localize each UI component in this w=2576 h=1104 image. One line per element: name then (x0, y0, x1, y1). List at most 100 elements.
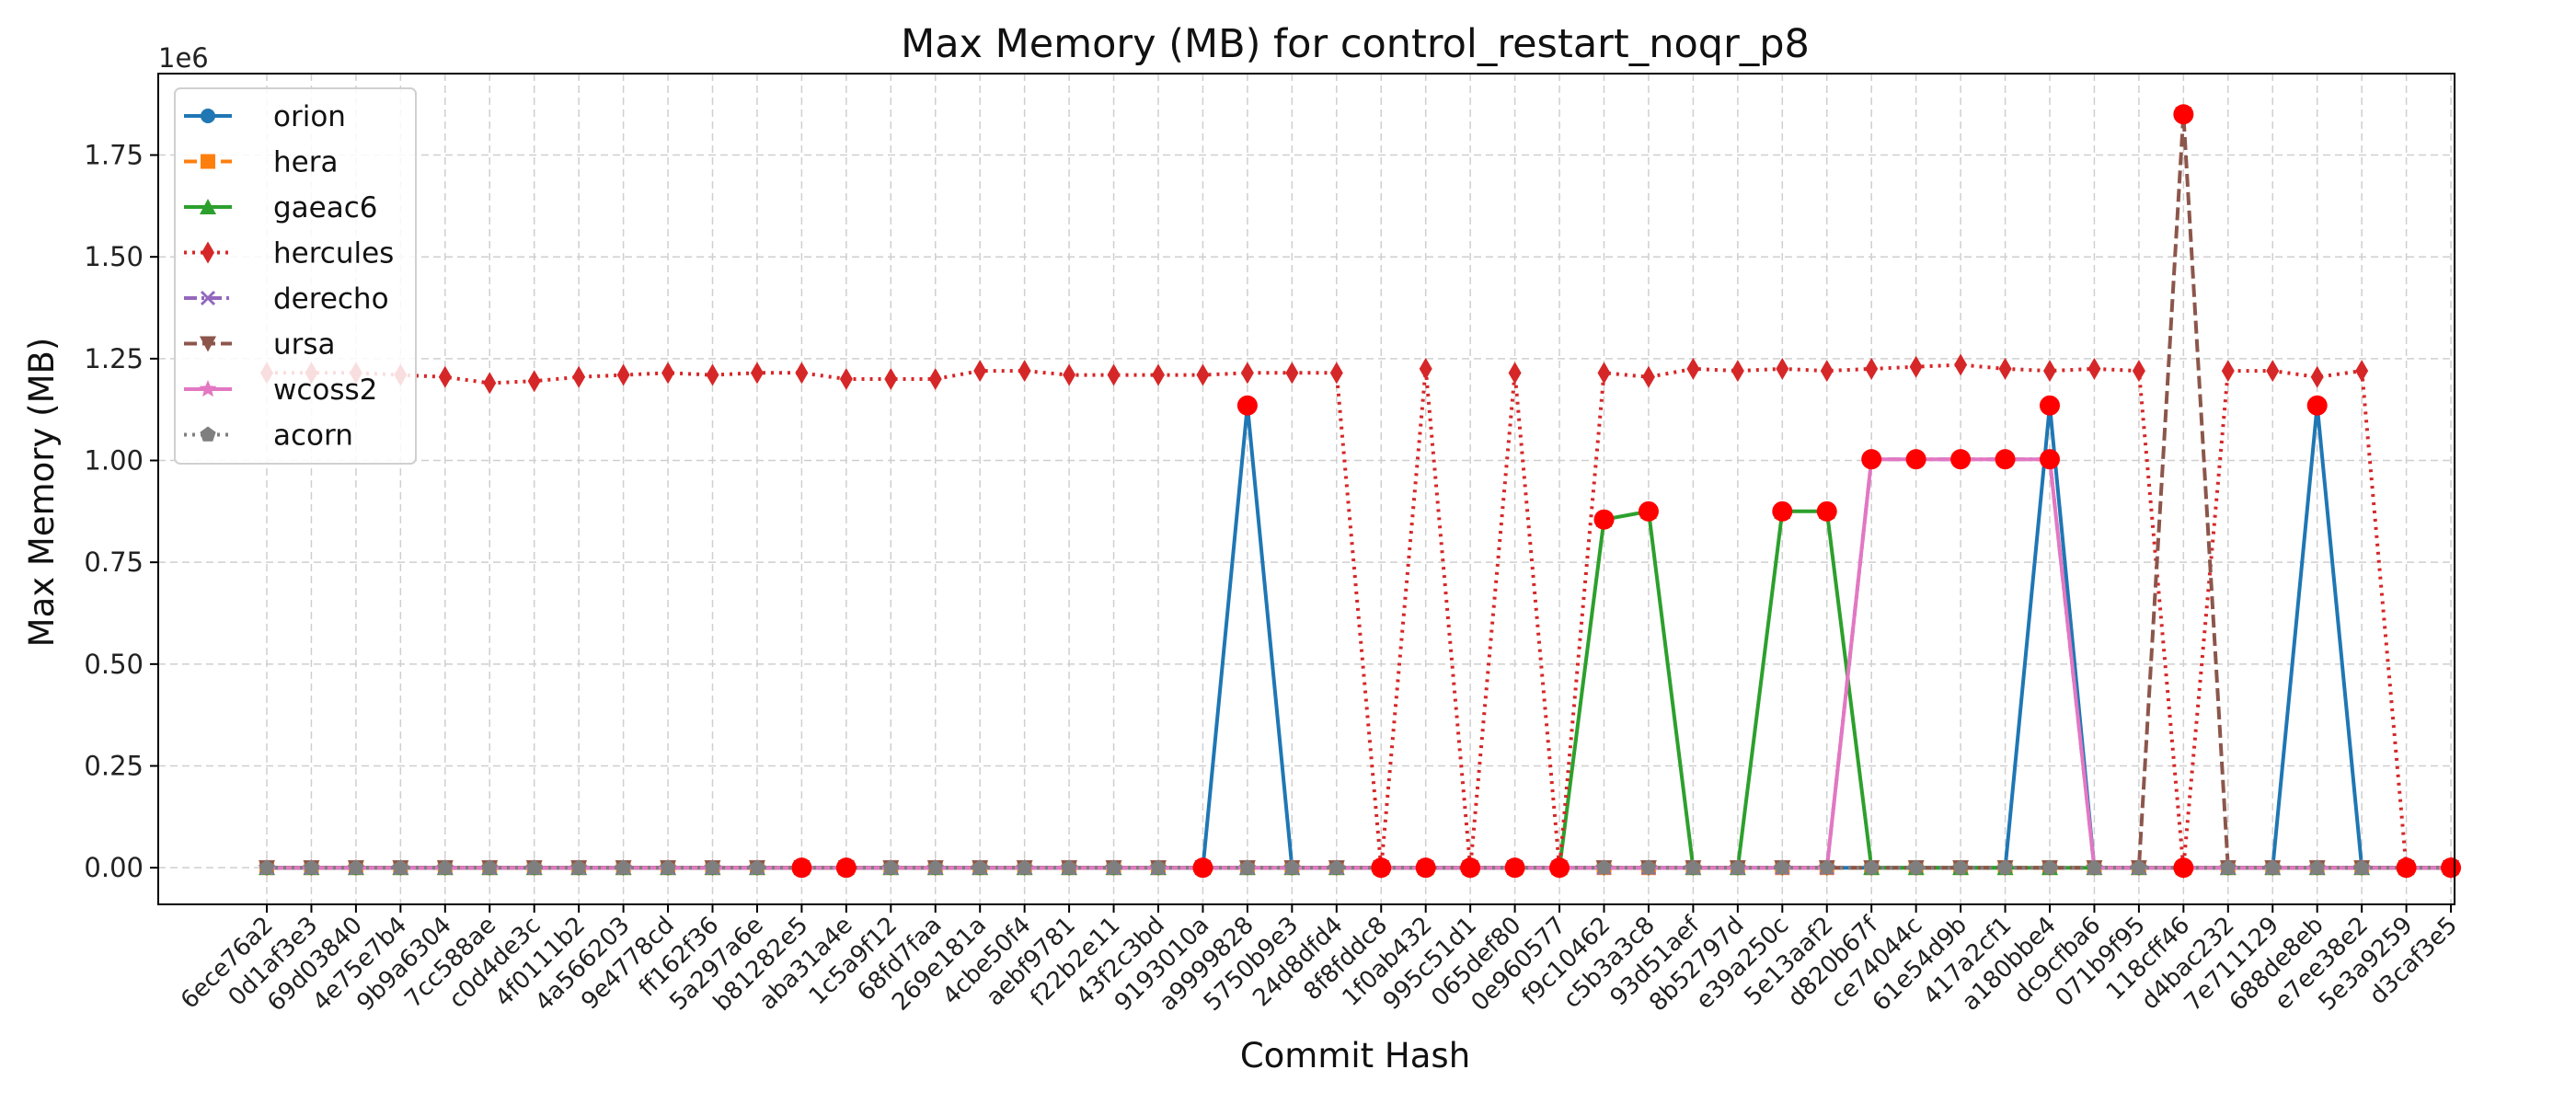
data-point-acorn (615, 859, 632, 875)
data-point-hercules (928, 367, 942, 390)
data-point-hercules (1285, 362, 1299, 385)
data-point-acorn (392, 859, 408, 875)
legend-marker (200, 336, 216, 352)
highlight-point (2306, 395, 2328, 416)
data-point-hercules (1240, 362, 1254, 385)
x-axis-title: Commit Hash (1240, 1036, 1470, 1075)
y-tick-label: 1.00 (84, 445, 144, 477)
highlight-point (1192, 857, 1213, 879)
legend-label: ursa (273, 328, 336, 362)
data-point-hercules (1597, 362, 1611, 385)
data-point-acorn (749, 859, 765, 875)
legend-box (174, 87, 417, 465)
legend-marker (201, 154, 215, 169)
data-point-hercules (795, 362, 809, 385)
data-point-acorn (2353, 859, 2370, 875)
highlight-point (2173, 104, 2194, 125)
data-point-acorn (972, 859, 988, 875)
highlight-point (1638, 500, 1659, 522)
data-point-hercules (1063, 363, 1076, 386)
data-point-hercules (750, 362, 764, 385)
data-point-acorn (2041, 859, 2058, 875)
legend-marker (200, 426, 216, 442)
data-point-acorn (1595, 859, 1613, 875)
data-point-acorn (882, 859, 899, 875)
data-point-hercules (572, 365, 586, 388)
legend-label: derecho (273, 282, 389, 316)
y-tick-label: 1.25 (84, 343, 144, 374)
legend-item-gaeac6: gaeac6 (184, 191, 378, 224)
highlight-point (1861, 449, 1882, 470)
data-point-acorn (1863, 859, 1880, 875)
highlight-point (1415, 857, 1436, 879)
data-point-hercules (1998, 357, 2012, 380)
y-ticks: 0.00 0.25 0.50 0.75 1.00 1.25 1.50 1.75 (84, 140, 158, 883)
legend-item-hera: hera (184, 146, 338, 179)
data-point-acorn (259, 859, 275, 875)
legend-marker (201, 241, 214, 264)
highlight-point (1995, 449, 2016, 470)
data-point-acorn (348, 859, 364, 875)
data-point-acorn (2086, 859, 2102, 875)
data-point-acorn (2264, 859, 2281, 875)
legend-item-acorn: acorn (184, 420, 353, 453)
data-point-acorn (1952, 859, 1969, 875)
data-point-hercules (1196, 363, 1210, 386)
highlight-point (1905, 449, 1926, 470)
highlight-point (791, 857, 812, 879)
highlight-point (1504, 857, 1525, 879)
highlight-point (2040, 449, 2060, 470)
highlight-point (1549, 857, 1570, 879)
legend-label: orion (273, 100, 346, 133)
data-point-acorn (1997, 859, 2014, 875)
data-point-hercules (1865, 357, 1879, 380)
highlight-point (1816, 500, 1837, 522)
highlight-point (2173, 857, 2194, 879)
data-point-hercules (1820, 360, 1834, 383)
data-point-acorn (1819, 859, 1835, 875)
legend: orion hera gaeac6 hercules derecho ursa wcoss2… (174, 87, 417, 465)
data-point-hercules (839, 367, 853, 390)
highlight-point (2040, 395, 2060, 416)
data-point-acorn (1061, 859, 1077, 875)
data-point-hercules (483, 372, 497, 395)
data-point-hercules (2355, 360, 2369, 383)
data-point-acorn (2309, 859, 2326, 875)
data-point-hercules (2266, 360, 2280, 383)
data-point-acorn (1640, 859, 1657, 875)
y-tick-label: 0.25 (84, 751, 144, 782)
highlight-point (1460, 857, 1481, 879)
data-point-hercules (2221, 360, 2235, 383)
data-point-acorn (481, 859, 498, 875)
legend-item-hercules: hercules (184, 237, 394, 270)
data-point-acorn (2220, 859, 2237, 875)
highlight-point (2441, 857, 2462, 879)
data-point-hercules (1419, 357, 1432, 380)
data-point-hercules (527, 370, 541, 393)
data-point-hercules (1641, 365, 1655, 388)
y-tick-label: 1.75 (84, 140, 144, 171)
data-point-hercules (661, 362, 675, 385)
highlight-point (1772, 500, 1793, 522)
data-point-hercules (616, 363, 630, 386)
data-point-acorn (1328, 859, 1345, 875)
data-point-hercules (2043, 360, 2056, 383)
data-point-acorn (704, 859, 721, 875)
highlight-point (835, 857, 857, 879)
y-axis-title: Max Memory (MB) (22, 338, 62, 648)
data-point-hercules (1686, 357, 1700, 380)
data-point-acorn (570, 859, 587, 875)
data-point-acorn (526, 859, 543, 875)
data-point-acorn (660, 859, 676, 875)
series-line-wcoss2 (267, 457, 2452, 870)
y-tick-label: 1.50 (84, 241, 144, 272)
y-tick-label: 0.75 (84, 546, 144, 578)
legend-marker (200, 290, 216, 306)
data-point-acorn (1685, 859, 1701, 875)
legend-item-orion: orion (184, 100, 346, 133)
data-point-acorn (1239, 859, 1256, 875)
data-point-acorn (1017, 859, 1033, 875)
legend-item-ursa: ursa (184, 328, 336, 362)
chart-title: Max Memory (MB) for control_restart_noqr… (901, 21, 1810, 67)
